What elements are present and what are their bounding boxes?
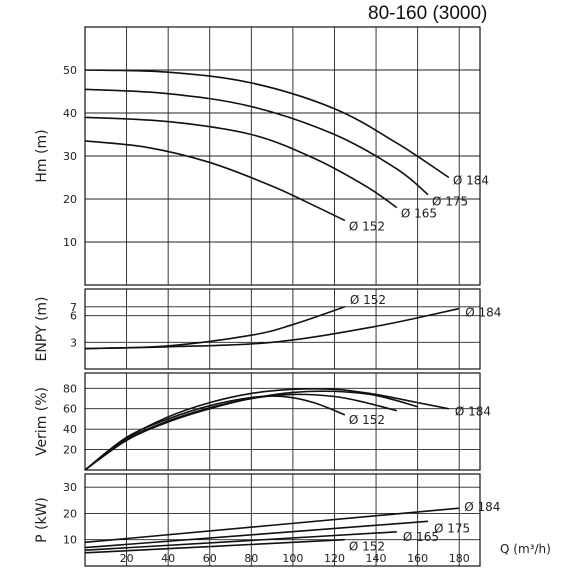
y-axis-label: Verim (%): [34, 387, 50, 456]
x-tick-label-40: 40: [161, 552, 175, 565]
series-line-184: [84, 387, 449, 471]
series-label-152: Ø 152: [350, 293, 386, 307]
y-axis-label: ENPY (m): [34, 296, 50, 361]
panel-frame: [84, 26, 481, 286]
panel-frame: [84, 473, 481, 567]
series-label-165: Ø 165: [403, 530, 439, 544]
series-line-175: [84, 88, 429, 196]
series-line-165: [84, 393, 398, 471]
y-tick-label: 6: [70, 310, 77, 323]
x-tick-label-180: 180: [449, 552, 470, 565]
panel-verim: 20 40 60 80 Verim (%) Ø 152 Ø 184: [34, 372, 491, 471]
chart-title: 80-160 (3000): [368, 3, 488, 24]
panel-enpy-m: 3 67 ENPY (m) Ø 152 Ø 184: [34, 288, 501, 370]
series-line-175: [84, 520, 429, 549]
series-label-184: Ø 184: [453, 174, 489, 188]
series-label-152: Ø 152: [349, 540, 385, 554]
x-tick-label-120: 120: [324, 552, 345, 565]
series-line-184: [84, 307, 460, 350]
series-line-175: [84, 390, 418, 471]
series-line-165: [84, 531, 397, 552]
x-tick-label-140: 140: [366, 552, 387, 565]
y-tick-label: 3: [70, 336, 77, 349]
x-tick-label-160: 160: [407, 552, 428, 565]
x-axis-label: Q (m³/h): [500, 542, 551, 556]
series-label-165: Ø 165: [401, 207, 437, 221]
series-line-165: [84, 116, 398, 209]
y-tick-label: 10: [63, 534, 77, 547]
x-tick-label-20: 20: [120, 552, 134, 565]
series-label-152: Ø 152: [349, 413, 385, 427]
y-axis-label: Hm (m): [34, 129, 50, 182]
y-tick-label: 20: [63, 193, 77, 206]
series-line-152: [84, 140, 346, 222]
y-tick-label: 10: [63, 236, 77, 249]
series-label-184: Ø 184: [465, 306, 501, 320]
series-label-184: Ø 184: [464, 500, 500, 514]
series-line-184: [84, 69, 450, 179]
panel-frame: [84, 372, 481, 471]
series-line-184: [84, 507, 460, 544]
series-label-184: Ø 184: [455, 405, 491, 419]
y-tick-label: 7: [70, 301, 77, 314]
x-tick-label-100: 100: [282, 552, 303, 565]
x-tick-label-80: 80: [244, 552, 258, 565]
y-tick-label: 40: [63, 423, 77, 436]
series-label-175: Ø 175: [432, 195, 468, 209]
y-tick-label: 80: [63, 382, 77, 395]
y-tick-label: 60: [63, 403, 77, 416]
y-tick-label: 20: [63, 444, 77, 457]
series-label-152: Ø 152: [349, 220, 385, 234]
x-tick-label-60: 60: [203, 552, 217, 565]
y-tick-label: 30: [63, 150, 77, 163]
y-tick-label: 20: [63, 507, 77, 520]
y-axis-label: P (kW): [34, 497, 50, 543]
series-line-152: [84, 538, 345, 554]
y-tick-label: 30: [63, 481, 77, 494]
panel-frame: [84, 288, 481, 370]
y-tick-label: 50: [63, 64, 77, 77]
y-tick-label: 40: [63, 107, 77, 120]
series-label-175: Ø 175: [434, 521, 470, 535]
